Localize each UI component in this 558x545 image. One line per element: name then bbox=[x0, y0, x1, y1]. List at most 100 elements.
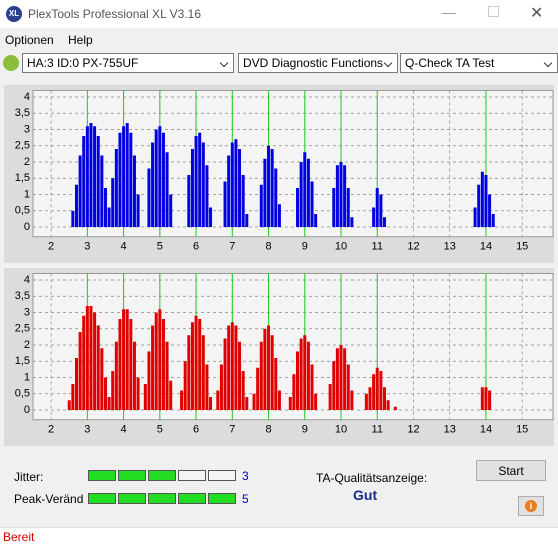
bar bbox=[245, 214, 249, 227]
start-button[interactable]: Start bbox=[476, 460, 546, 481]
x-tick-label: 6 bbox=[193, 424, 199, 436]
jitter-value: 3 bbox=[242, 469, 249, 483]
bar bbox=[67, 400, 71, 410]
y-tick-label: 2 bbox=[24, 156, 30, 168]
maximize-button[interactable] bbox=[488, 6, 499, 17]
bar bbox=[386, 400, 390, 410]
x-tick-label: 14 bbox=[480, 241, 492, 253]
bar bbox=[277, 390, 281, 410]
bar bbox=[339, 162, 343, 227]
close-button[interactable]: ✕ bbox=[530, 5, 544, 22]
bar bbox=[267, 145, 271, 227]
meter-segment bbox=[88, 470, 116, 481]
test-select[interactable]: Q-Check TA Test bbox=[400, 53, 558, 73]
info-button[interactable]: i bbox=[518, 496, 544, 516]
bar bbox=[151, 142, 155, 227]
jitter-label: Jitter: bbox=[14, 470, 44, 484]
x-tick-label: 14 bbox=[480, 424, 492, 436]
menu-item[interactable]: Help bbox=[68, 33, 93, 47]
x-tick-label: 2 bbox=[48, 424, 54, 436]
bar bbox=[209, 397, 213, 410]
bar bbox=[194, 315, 198, 410]
bar bbox=[216, 390, 220, 410]
bar bbox=[136, 377, 140, 410]
bar bbox=[314, 214, 318, 227]
y-tick-label: 3 bbox=[24, 123, 30, 135]
bar bbox=[219, 364, 223, 410]
x-tick-label: 9 bbox=[302, 424, 308, 436]
x-tick-label: 3 bbox=[84, 424, 90, 436]
bar bbox=[480, 171, 484, 227]
x-tick-label: 15 bbox=[516, 424, 528, 436]
bar bbox=[310, 181, 314, 227]
bar bbox=[306, 341, 310, 410]
bar bbox=[372, 207, 376, 227]
bar bbox=[198, 132, 202, 227]
bar bbox=[379, 194, 383, 227]
bar bbox=[89, 123, 93, 227]
meter-segment bbox=[148, 493, 176, 504]
meter-segment bbox=[118, 470, 146, 481]
bar bbox=[100, 348, 104, 410]
y-tick-label: 3,5 bbox=[15, 107, 30, 119]
y-tick-label: 0 bbox=[24, 404, 30, 416]
y-tick-label: 1 bbox=[24, 188, 30, 200]
bar bbox=[111, 371, 115, 410]
bar bbox=[259, 341, 263, 410]
bar bbox=[339, 345, 343, 410]
bar bbox=[93, 126, 97, 227]
bar bbox=[78, 155, 82, 227]
bar bbox=[205, 364, 209, 410]
bar bbox=[169, 194, 173, 227]
bar bbox=[299, 338, 303, 410]
y-tick-label: 0,5 bbox=[15, 388, 30, 400]
bar bbox=[82, 136, 86, 227]
bar bbox=[335, 348, 339, 410]
bar bbox=[165, 152, 169, 227]
bar bbox=[143, 384, 147, 410]
y-tick-label: 0 bbox=[24, 221, 30, 233]
bar bbox=[136, 194, 140, 227]
x-tick-label: 4 bbox=[121, 241, 127, 253]
bar bbox=[223, 181, 227, 227]
bar bbox=[346, 364, 350, 410]
bar bbox=[180, 390, 184, 410]
drive-icon bbox=[3, 55, 19, 71]
x-tick-label: 10 bbox=[335, 424, 347, 436]
meter-segment bbox=[118, 493, 146, 504]
bar bbox=[296, 351, 300, 410]
x-tick-label: 4 bbox=[121, 424, 127, 436]
x-tick-label: 12 bbox=[407, 241, 419, 253]
bar bbox=[201, 335, 205, 410]
bar bbox=[473, 207, 477, 227]
x-tick-label: 13 bbox=[444, 424, 456, 436]
quality-value: Gut bbox=[353, 487, 378, 503]
bar bbox=[306, 158, 310, 227]
bar bbox=[274, 168, 278, 227]
function-select[interactable]: DVD Diagnostic Functions bbox=[238, 53, 398, 73]
quality-label: TA-Qualitätsanzeige: bbox=[316, 471, 428, 485]
bar bbox=[267, 325, 271, 410]
bar bbox=[303, 335, 307, 410]
y-tick-label: 4 bbox=[24, 91, 30, 103]
bar bbox=[147, 351, 151, 410]
drive-select[interactable]: HA:3 ID:0 PX-755UF bbox=[22, 53, 234, 73]
menu-item[interactable]: Optionen bbox=[5, 33, 54, 47]
x-tick-label: 7 bbox=[229, 424, 235, 436]
bar bbox=[122, 309, 126, 410]
bar bbox=[114, 341, 118, 410]
bar bbox=[158, 309, 162, 410]
bar bbox=[93, 312, 97, 410]
bar bbox=[89, 306, 93, 410]
bar bbox=[303, 152, 307, 227]
bar bbox=[132, 155, 136, 227]
bar bbox=[299, 162, 303, 227]
meter-segment bbox=[208, 493, 236, 504]
minimize-button[interactable]: — bbox=[442, 4, 456, 20]
bar bbox=[382, 217, 386, 227]
bar bbox=[118, 319, 122, 410]
bar bbox=[74, 358, 78, 410]
bar bbox=[209, 207, 213, 227]
bar bbox=[238, 149, 242, 227]
